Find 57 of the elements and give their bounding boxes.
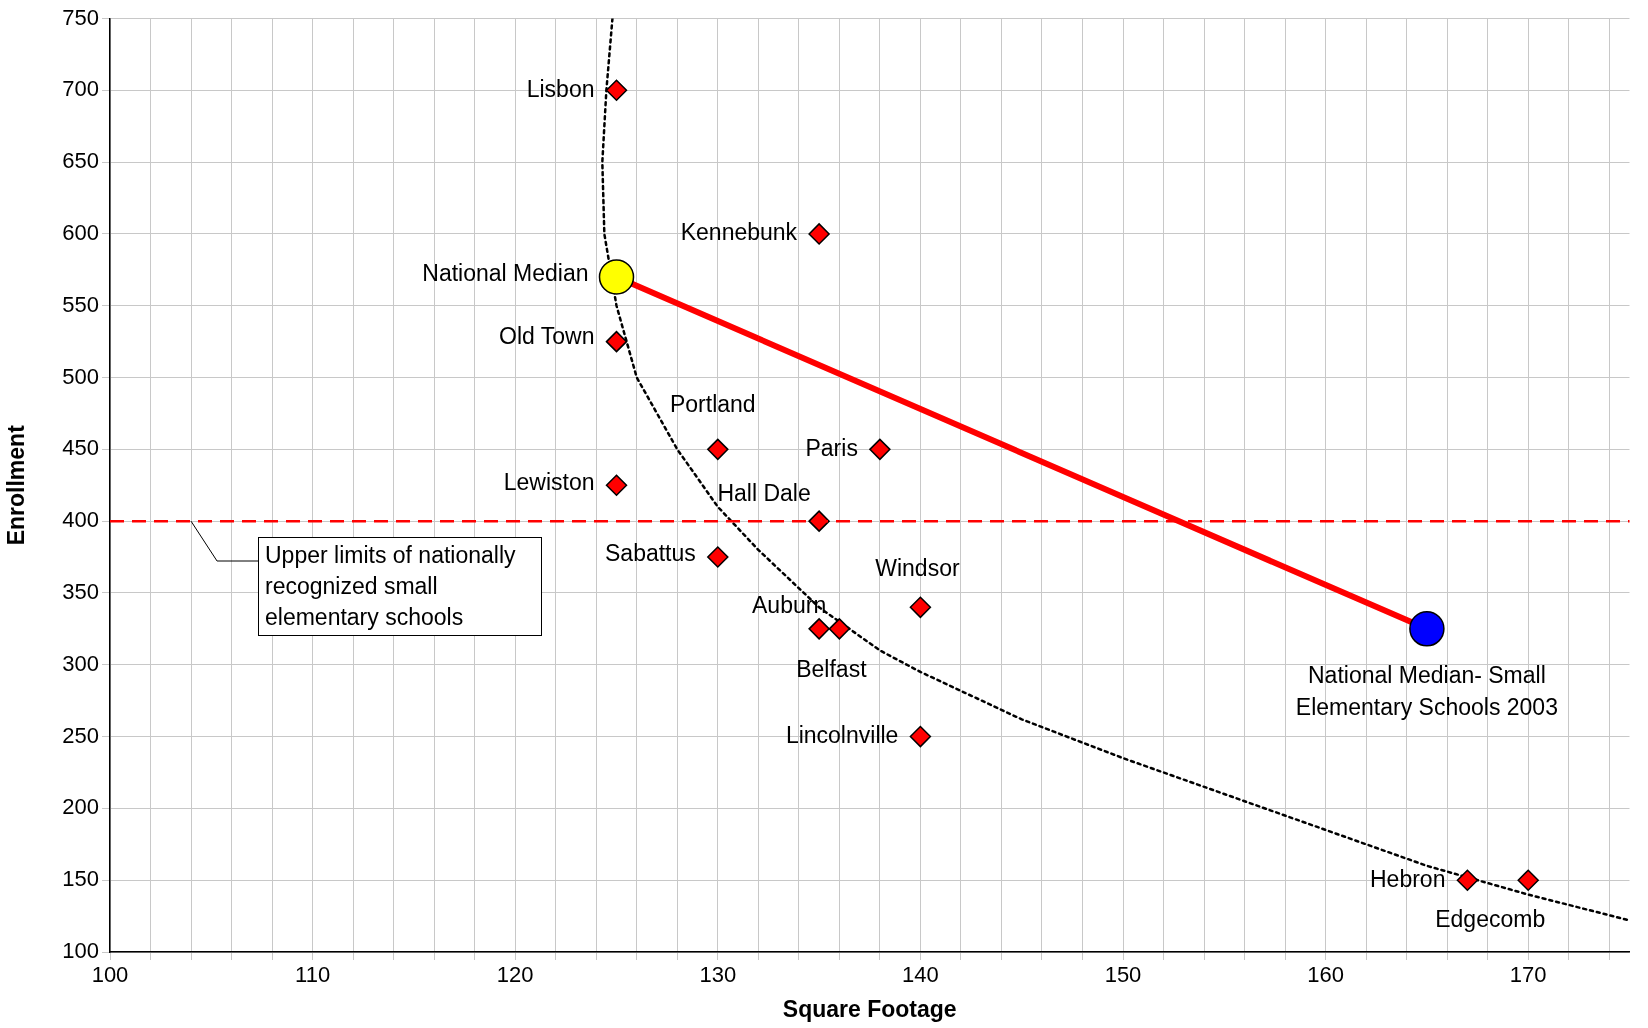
annotation: Sabattus [605,540,696,567]
y-tick-label: 250 [62,722,99,748]
annotation: Lisbon [526,75,595,102]
point [605,79,628,102]
y-tick-label: 200 [62,794,99,820]
point [1456,869,1479,891]
x-tick-label: 160 [1307,962,1344,988]
x-axis-title: Square Footage [782,995,957,1022]
annotation: Hall Dale [717,480,811,507]
annotation: Edgecomb [1435,905,1546,932]
annotation: Windsor [875,554,960,581]
annotation: Auburn [752,592,827,619]
y-tick-label: 750 [62,4,99,30]
point [1517,869,1539,891]
point [605,474,628,496]
ref-line-label: Upper limits of nationally recognized small elementary schools [258,537,542,636]
point [808,223,830,245]
x-tick-label: 140 [902,962,939,988]
point [605,330,628,353]
y-tick-label: 450 [62,435,99,461]
point [869,438,891,461]
y-tick-label: 150 [62,866,99,892]
point [828,618,851,640]
point [707,546,729,568]
y-tick-label: 650 [62,148,99,174]
annotation: National Median- Small Elementary Schools 2003 [1295,662,1558,721]
annotation: Lewiston [503,468,595,495]
point [707,438,729,461]
x-tick-label: 170 [1509,962,1547,988]
y-tick-label: 350 [62,579,99,605]
x-tick-label: 150 [1104,962,1142,988]
point [1409,611,1445,647]
point [909,596,932,619]
x-tick-label: 120 [496,962,534,988]
y-tick-label: 500 [62,363,99,389]
x-tick-label: 110 [295,962,331,988]
y-tick-label: 300 [62,650,99,676]
annotation: Paris [805,434,858,461]
annotation: National Median [422,260,589,287]
y-tick-label: 700 [62,76,99,102]
y-tick-label: 100 [62,938,99,964]
point [808,510,830,532]
annotation: Kennebunk [680,219,798,246]
x-tick-label: 130 [699,962,737,988]
point [808,618,830,640]
y-tick-label: 600 [62,219,99,245]
point [598,259,635,295]
annotation: Old Town [499,322,595,349]
y-tick-label: 550 [62,291,99,317]
annotation: Belfast [796,656,868,683]
annotation: Lincolnville [785,721,899,748]
y-axis-title: Enrollment [3,424,30,546]
annotation: Portland [669,390,756,417]
annotation: Hebron [1369,865,1446,892]
y-tick-label: 400 [62,507,99,533]
point [909,725,932,748]
x-tick-label: 100 [91,962,129,988]
